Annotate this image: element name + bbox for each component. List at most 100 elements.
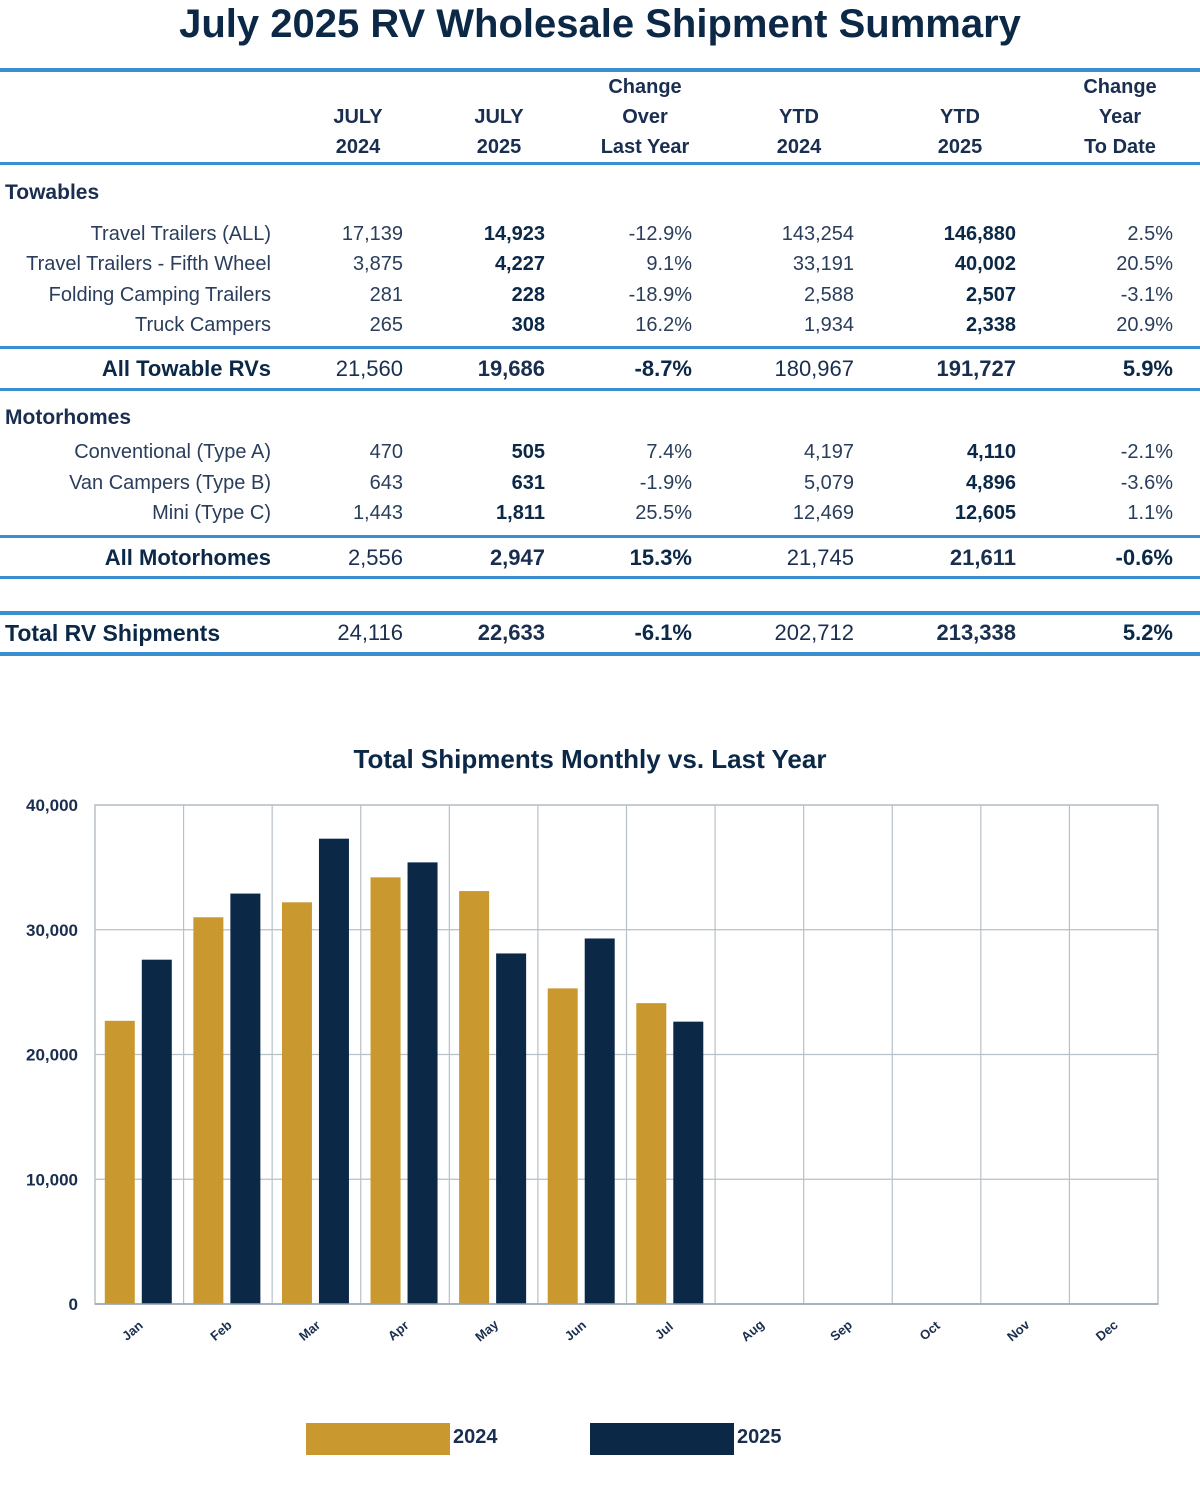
- table-rule: [0, 535, 1200, 538]
- table-row: Travel Trailers (ALL) 17,139 14,923 -12.9% 1…: [0, 219, 1200, 249]
- cell-value: 308: [511, 314, 545, 336]
- column-header-line: 2025: [937, 136, 983, 158]
- column-header-line: 2025: [476, 136, 522, 158]
- legend-item-2024: 2024: [306, 1423, 536, 1455]
- column-header-line: [709, 72, 889, 102]
- cell-value: -1.9%: [639, 472, 692, 494]
- cell-value: 4,197: [803, 441, 854, 463]
- y-tick-label: 30,000: [26, 921, 78, 940]
- table-rule: [0, 611, 1200, 615]
- column-header-line: To Date: [1084, 136, 1156, 158]
- cell-value: 2,556: [347, 545, 403, 570]
- cell-value: 33,191: [792, 253, 854, 275]
- cell-value: 643: [369, 472, 403, 494]
- cell-value: 143,254: [781, 223, 854, 245]
- cell-value: 1,811: [496, 502, 545, 524]
- x-tick-label: Oct: [917, 1317, 944, 1343]
- bar-2024-feb: [193, 917, 224, 1304]
- column-header-line: Change: [608, 76, 682, 98]
- section-label: Towables: [5, 181, 100, 204]
- column-header-line: 2024: [335, 136, 381, 158]
- row-label: Van Campers (Type B): [69, 472, 271, 494]
- cell-value: 4,227: [494, 253, 545, 275]
- cell-value: 5.9%: [1122, 356, 1173, 381]
- bar-2025-jun: [584, 938, 615, 1304]
- cell-value: 5.2%: [1122, 620, 1173, 645]
- bar-2025-feb: [230, 893, 261, 1304]
- cell-value: -0.6%: [1115, 545, 1173, 570]
- cell-value: -8.7%: [634, 356, 692, 381]
- column-header-line: Over: [622, 106, 668, 128]
- bar-2024-mar: [281, 902, 312, 1304]
- section-label: Motorhomes: [5, 406, 131, 429]
- cell-value: 505: [511, 441, 545, 463]
- table-rule: [0, 68, 1200, 72]
- cell-value: 631: [511, 472, 545, 494]
- x-tick-label: Sep: [827, 1317, 855, 1344]
- row-label: Travel Trailers - Fifth Wheel: [26, 253, 271, 275]
- cell-value: 12,605: [954, 502, 1016, 524]
- cell-value: 213,338: [936, 620, 1016, 645]
- cell-value: 24,116: [337, 620, 403, 645]
- cell-value: 21,745: [786, 545, 854, 570]
- cell-value: -6.1%: [634, 620, 692, 645]
- row-label: Mini (Type C): [152, 502, 271, 524]
- cell-value: 22,633: [477, 620, 545, 645]
- cell-value: 15.3%: [629, 545, 692, 570]
- bar-2025-apr: [407, 862, 438, 1304]
- cell-value: 1.1%: [1127, 502, 1173, 524]
- cell-value: -3.6%: [1120, 472, 1173, 494]
- bar-2024-apr: [370, 877, 401, 1304]
- cell-value: 180,967: [774, 356, 854, 381]
- table-row: All Towable RVs 21,560 19,686 -8.7% 180,967 1…: [0, 354, 1200, 384]
- cell-value: 2,507: [965, 284, 1016, 306]
- column-header: YTD 2024: [709, 72, 889, 162]
- cell-value: 12,469: [792, 502, 854, 524]
- cell-value: 4,110: [967, 441, 1016, 463]
- cell-value: 191,727: [936, 356, 1016, 381]
- cell-value: 21,560: [335, 356, 403, 381]
- cell-value: 14,923: [483, 223, 545, 245]
- column-header-line: YTD: [779, 106, 819, 128]
- cell-value: -3.1%: [1120, 284, 1173, 306]
- table-row: Mini (Type C) 1,443 1,811 25.5% 12,469 12,605…: [0, 498, 1200, 528]
- cell-value: 2,947: [489, 545, 545, 570]
- cell-value: 19,686: [477, 356, 545, 381]
- row-label: All Motorhomes: [104, 545, 271, 570]
- cell-value: 1,934: [803, 314, 854, 336]
- page-title: July 2025 RV Wholesale Shipment Summary: [179, 2, 1021, 46]
- monthly-shipments-chart: 0 10,000 20,000 30,000 40,000 Jan Feb Mar Apr May…: [26, 796, 1159, 1345]
- cell-value: -18.9%: [628, 284, 692, 306]
- column-header-line: JULY: [474, 106, 524, 128]
- y-tick-label: 0: [69, 1295, 78, 1314]
- table-rule: [0, 162, 1200, 165]
- x-tick-label: Jul: [652, 1319, 676, 1343]
- y-tick-label: 10,000: [26, 1170, 78, 1189]
- cell-value: 3,875: [352, 253, 403, 275]
- column-header: JULY 2025: [409, 72, 589, 162]
- x-tick-label: May: [472, 1316, 502, 1344]
- x-tick-label: Feb: [207, 1317, 234, 1343]
- cell-value: 2,588: [803, 284, 854, 306]
- cell-value: 7.4%: [646, 441, 692, 463]
- cell-value: 265: [369, 314, 403, 336]
- legend-item-2025: 2025: [590, 1423, 820, 1455]
- x-tick-label: Aug: [738, 1317, 767, 1345]
- column-header-line: Year: [1098, 106, 1142, 128]
- y-tick-label: 40,000: [26, 796, 78, 815]
- row-label: Folding Camping Trailers: [48, 284, 271, 306]
- x-tick-label: Dec: [1093, 1317, 1121, 1344]
- cell-value: 21,611: [949, 545, 1016, 570]
- bar-2024-jul: [636, 1003, 667, 1304]
- column-header-line: JULY: [333, 106, 383, 128]
- column-header: Change Year To Date: [1030, 72, 1200, 162]
- row-label: Truck Campers: [135, 314, 271, 336]
- bar-2025-jan: [141, 959, 172, 1304]
- column-header: JULY 2024: [268, 72, 448, 162]
- table-row: All Motorhomes 2,556 2,947 15.3% 21,745 21,61…: [0, 543, 1200, 573]
- cell-value: 20.9%: [1116, 314, 1173, 336]
- cell-value: 9.1%: [646, 253, 692, 275]
- bar-2024-jun: [547, 988, 578, 1304]
- cell-value: 470: [369, 441, 403, 463]
- x-tick-label: Mar: [296, 1317, 323, 1343]
